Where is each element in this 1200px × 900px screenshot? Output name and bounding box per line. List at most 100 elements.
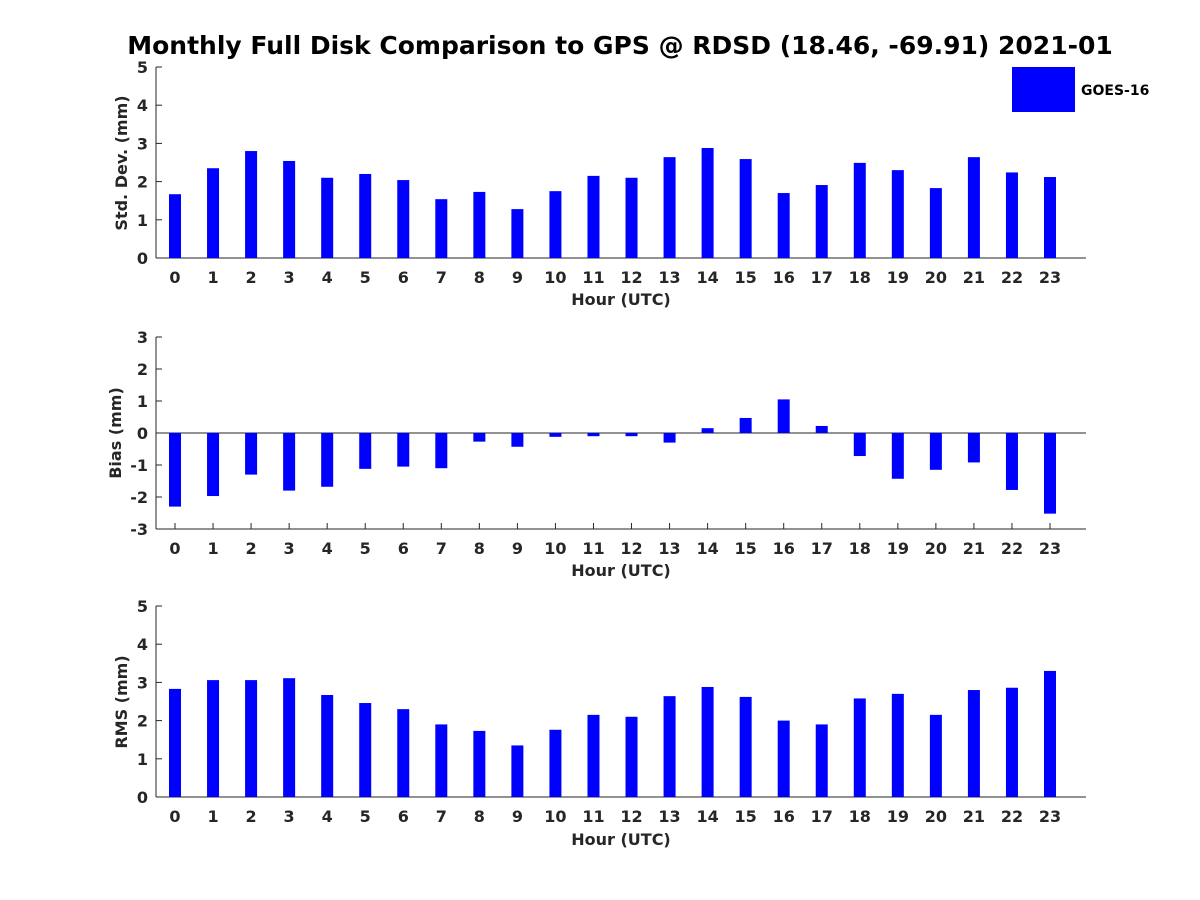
x-tick-label: 0 — [169, 268, 180, 287]
x-tick-label: 11 — [582, 539, 604, 558]
bar — [473, 730, 486, 797]
y-tick-label: 1 — [137, 750, 148, 769]
x-tick-label: 4 — [322, 268, 333, 287]
y-tick-label: 0 — [137, 424, 148, 443]
x-tick-label: 1 — [207, 539, 218, 558]
bar — [967, 690, 980, 797]
bar — [321, 433, 334, 487]
x-tick-label: 7 — [436, 539, 447, 558]
x-tick-label: 21 — [963, 807, 985, 826]
y-tick-label: 1 — [137, 211, 148, 230]
x-tick-label: 6 — [398, 539, 409, 558]
y-tick-label: 2 — [137, 712, 148, 731]
bar — [815, 425, 828, 433]
bar — [549, 433, 562, 437]
y-axis-label: RMS (mm) — [112, 655, 131, 748]
bar — [549, 729, 562, 797]
x-tick-label: 8 — [474, 807, 485, 826]
bar — [929, 433, 942, 470]
bar — [511, 745, 524, 797]
x-tick-label: 1 — [207, 268, 218, 287]
x-tick-label: 23 — [1039, 807, 1061, 826]
x-tick-label: 0 — [169, 807, 180, 826]
x-tick-label: 5 — [360, 807, 371, 826]
bar — [891, 693, 904, 797]
x-tick-label: 4 — [322, 539, 333, 558]
bar — [321, 177, 334, 258]
x-tick-label: 12 — [620, 539, 642, 558]
y-tick-label: 2 — [137, 360, 148, 379]
y-tick-label: 3 — [137, 328, 148, 347]
x-tick-label: 20 — [925, 539, 947, 558]
x-tick-label: 13 — [658, 268, 680, 287]
x-axis-label: Hour (UTC) — [571, 561, 671, 580]
x-tick-label: 20 — [925, 807, 947, 826]
x-tick-label: 22 — [1001, 807, 1023, 826]
x-tick-label: 19 — [887, 807, 909, 826]
x-tick-label: 8 — [474, 268, 485, 287]
bar — [777, 720, 790, 797]
x-tick-label: 19 — [887, 539, 909, 558]
bar — [435, 433, 448, 469]
x-tick-label: 12 — [620, 268, 642, 287]
bar — [207, 168, 220, 258]
x-tick-label: 6 — [398, 807, 409, 826]
bar — [701, 147, 714, 258]
x-tick-label: 11 — [582, 807, 604, 826]
bar — [1044, 177, 1056, 258]
legend: GOES-16 — [1012, 67, 1149, 112]
bar — [967, 157, 980, 258]
x-tick-label: 2 — [246, 539, 257, 558]
bar — [245, 433, 258, 475]
x-tick-label: 7 — [436, 268, 447, 287]
x-tick-label: 23 — [1039, 268, 1061, 287]
x-tick-label: 21 — [963, 268, 985, 287]
y-tick-label: -3 — [130, 520, 148, 539]
bar — [587, 433, 600, 437]
x-tick-label: 10 — [544, 807, 566, 826]
x-tick-label: 13 — [658, 539, 680, 558]
bar — [739, 417, 752, 433]
x-tick-label: 0 — [169, 539, 180, 558]
x-tick-label: 22 — [1001, 539, 1023, 558]
bar — [625, 177, 638, 258]
bar — [473, 191, 486, 258]
x-tick-label: 3 — [284, 539, 295, 558]
legend-swatch — [1012, 67, 1075, 112]
bar — [625, 433, 638, 437]
x-tick-label: 16 — [773, 807, 795, 826]
x-tick-label: 21 — [963, 539, 985, 558]
x-tick-label: 14 — [696, 807, 718, 826]
x-tick-label: 18 — [849, 539, 871, 558]
bar — [549, 191, 562, 258]
bar — [1005, 687, 1018, 797]
bar — [397, 180, 410, 258]
x-tick-label: 14 — [696, 539, 718, 558]
bar — [359, 703, 372, 797]
x-axis-label: Hour (UTC) — [571, 290, 671, 309]
x-tick-label: 6 — [398, 268, 409, 287]
y-tick-label: 4 — [137, 96, 148, 115]
x-tick-label: 5 — [360, 268, 371, 287]
y-tick-label: 3 — [137, 673, 148, 692]
bar — [587, 714, 600, 797]
y-tick-label: -1 — [130, 456, 148, 475]
bar — [739, 696, 752, 797]
bar — [283, 678, 296, 797]
bar — [777, 193, 790, 258]
bar — [891, 170, 904, 258]
y-tick-label: -2 — [130, 488, 148, 507]
x-tick-label: 2 — [246, 807, 257, 826]
x-tick-label: 15 — [735, 807, 757, 826]
bar — [207, 680, 220, 797]
bar — [663, 157, 676, 258]
x-tick-label: 18 — [849, 807, 871, 826]
bar — [207, 433, 220, 497]
bar — [283, 160, 296, 258]
bar — [283, 433, 296, 491]
x-tick-label: 9 — [512, 268, 523, 287]
bar — [473, 433, 486, 442]
x-tick-label: 3 — [284, 807, 295, 826]
